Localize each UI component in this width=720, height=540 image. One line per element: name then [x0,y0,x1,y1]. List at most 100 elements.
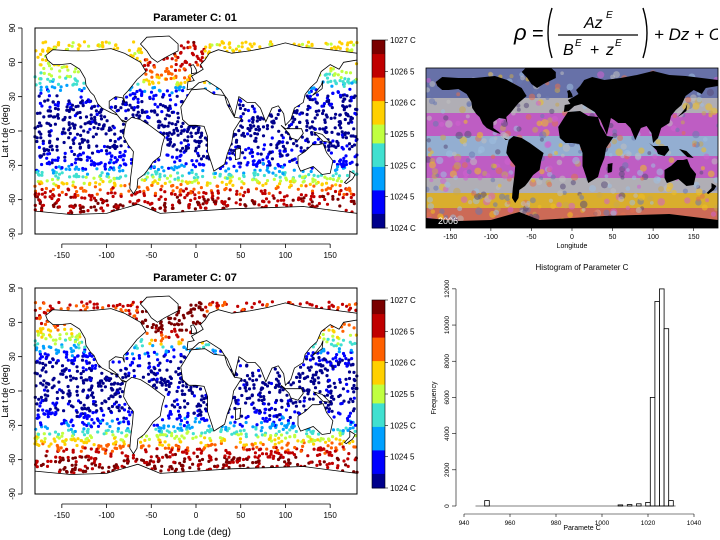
data-point [268,161,272,165]
data-point [44,363,48,367]
formula-denominator-b-exp: E [575,38,582,49]
data-point [82,433,87,437]
colorbar-tick-label: 1024 C [390,224,416,233]
data-point [253,441,257,446]
data-point [52,384,56,388]
data-point [333,449,337,453]
data-point [306,140,310,144]
data-point [229,148,233,152]
data-point [109,105,113,109]
data-point [75,190,79,194]
data-point [159,342,163,346]
data-point [45,449,49,453]
data-point [345,382,349,386]
density-patch [427,196,433,203]
density-patch [558,143,563,148]
data-point [69,107,73,111]
data-point [151,175,155,179]
data-point [70,463,74,467]
data-point [224,463,229,467]
data-point [202,191,206,195]
data-point [56,101,60,106]
data-point [347,370,352,374]
data-point [56,113,60,117]
data-point [139,440,143,444]
data-point [86,209,90,213]
data-point [54,455,58,459]
data-point [193,165,198,169]
data-point [85,423,89,428]
data-point [321,194,325,198]
data-point [275,451,279,455]
formula-denominator-plus: + [590,42,599,59]
data-point [322,337,326,341]
data-point [348,99,352,103]
data-point [73,356,77,360]
data-point [282,195,287,199]
data-point [165,67,169,71]
colorbar-segment [372,337,385,343]
density-patch [426,77,431,83]
data-point [197,305,201,309]
data-point [51,100,55,104]
density-patch [481,138,487,144]
data-point [193,193,197,197]
data-point [281,165,285,169]
data-point [112,161,116,165]
data-point [89,163,93,167]
data-point [263,411,267,415]
data-point [110,404,114,409]
data-point [347,323,351,327]
data-point [258,45,262,49]
data-point [107,397,111,401]
data-point [106,443,110,447]
x-tick-label: 100 [279,511,293,520]
data-point [332,381,336,385]
data-point [286,441,290,445]
data-point [330,106,334,110]
colorbar-segment [372,342,385,348]
data-point [69,346,73,351]
data-point [35,459,39,463]
data-point [304,184,308,188]
density-patch [498,193,506,200]
data-point [93,115,97,119]
data-point [182,345,186,349]
data-point [117,421,121,425]
data-point [160,333,164,337]
data-point [62,127,66,131]
density-patch [597,71,605,79]
data-point [66,68,70,72]
x-axis-label: Paramete C [563,525,600,532]
data-point [60,369,64,373]
data-point [336,342,340,346]
data-point [329,102,334,106]
data-point [41,58,45,62]
data-point [107,161,111,165]
data-point [271,171,275,175]
data-point [334,145,338,149]
data-point [70,103,74,107]
data-point [54,406,58,410]
data-point [153,465,157,469]
data-point [194,322,198,326]
data-point [234,201,238,205]
data-point [182,189,186,193]
data-point [189,191,193,195]
data-point [199,404,203,408]
data-point [339,126,343,130]
data-point [83,196,87,200]
data-point [160,418,165,422]
data-point [121,169,125,173]
density-patch [541,119,549,127]
data-point [318,359,322,363]
histogram-bar [636,503,642,507]
data-point [81,166,85,171]
data-point [177,68,182,72]
data-point [130,352,135,356]
data-point [118,444,122,448]
colorbar-segment [372,473,385,480]
data-point [238,440,242,444]
y-tick-label: 10000 [444,316,451,334]
data-point [73,466,77,470]
